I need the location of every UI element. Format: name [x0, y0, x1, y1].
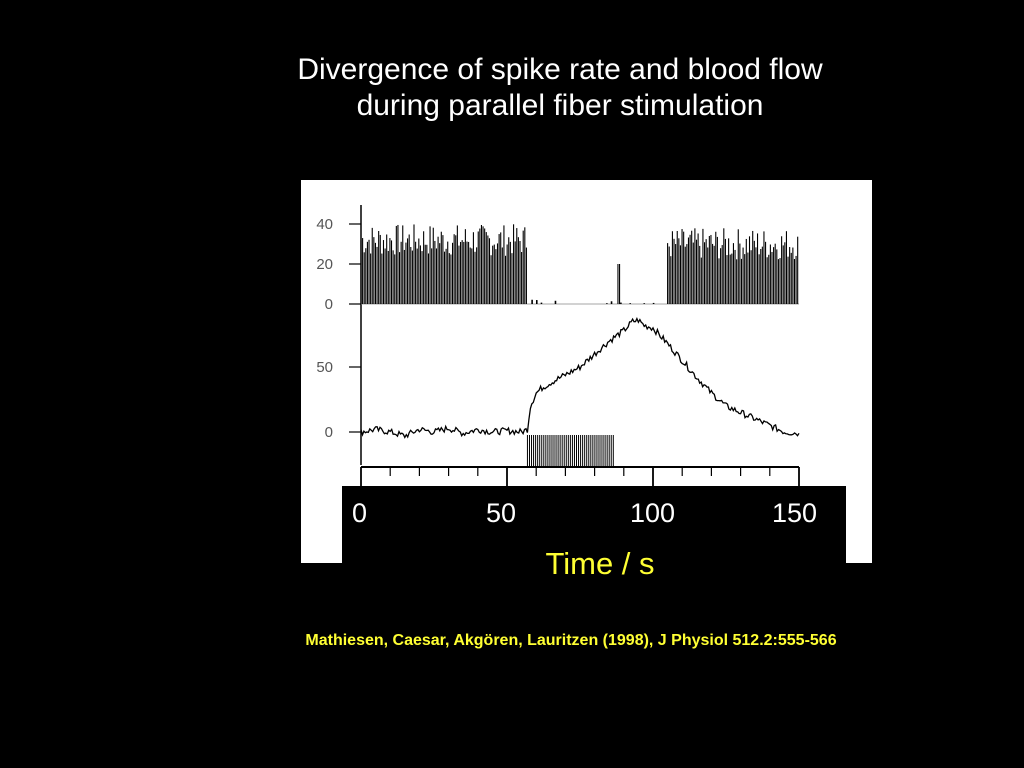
x-tick-150: 150 [772, 498, 818, 528]
spike-y-tick-label: 20 [316, 256, 333, 273]
flow-y-tick-label: 50 [316, 359, 333, 376]
x-axis-label: Time / s [545, 546, 655, 581]
flow-y-tick-label: 0 [325, 424, 333, 441]
blood-flow-line [360, 316, 800, 439]
title-line-1: Divergence of spike rate and blood flow [297, 53, 823, 86]
x-axis-panel: 0 50 100 150 Time / s [342, 486, 846, 586]
title-line-2: during parallel fiber stimulation [356, 89, 764, 122]
spike-y-tick-label: 0 [325, 296, 333, 313]
spike-y-tick-label: 40 [316, 216, 333, 233]
citation: Mathiesen, Caesar, Akgören, Lauritzen (1… [305, 632, 837, 649]
x-tick-50: 50 [486, 498, 517, 528]
x-tick-0: 0 [352, 498, 368, 528]
chart-svg: 40 20 0 50 0 [316, 205, 800, 487]
slide-title: Divergence of spike rate and blood flow … [180, 52, 940, 124]
x-tick-100: 100 [630, 498, 676, 528]
